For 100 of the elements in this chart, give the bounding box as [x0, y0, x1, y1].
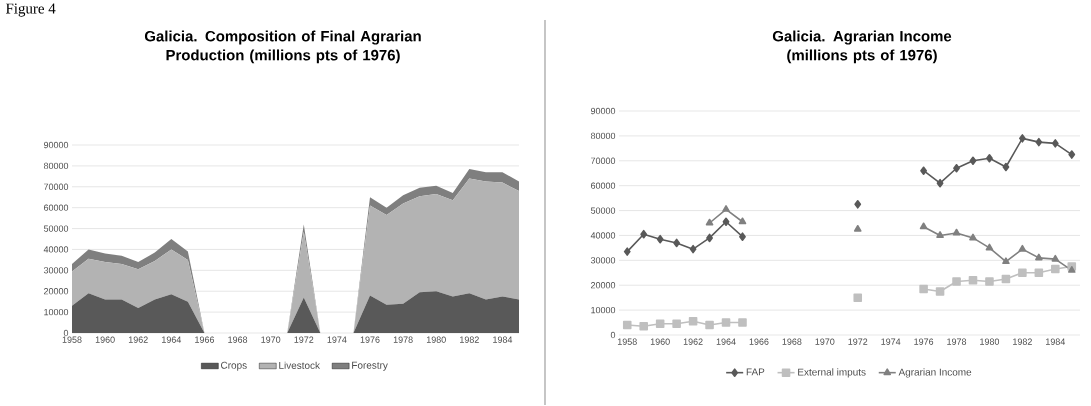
- y-tick-label: 80000: [590, 132, 616, 140]
- y-tick-label: 70000: [591, 157, 616, 165]
- caption: Figure 4: [5, 3, 56, 17]
- point: [688, 317, 698, 326]
- x-tick-label: 1984: [493, 336, 513, 344]
- point: [1068, 150, 1076, 160]
- point: [986, 154, 993, 163]
- x-tick-label: 1968: [782, 338, 802, 346]
- point: [1001, 274, 1011, 284]
- x-tick-label: 1964: [716, 338, 736, 346]
- y-tick-label: 50000: [43, 225, 69, 232]
- x-tick-label: 1978: [393, 336, 413, 344]
- x-tick-label: 1964: [162, 336, 182, 344]
- y-tick-label: 60000: [44, 204, 69, 212]
- point: [1051, 139, 1059, 148]
- point: [656, 235, 664, 244]
- point: [1018, 245, 1027, 252]
- y-tick-label: 40000: [43, 246, 69, 253]
- point: [952, 228, 961, 236]
- x-tick-label: 1960: [650, 338, 670, 346]
- x-tick-label: 1966: [195, 336, 215, 344]
- x-tick-label: 1984: [1046, 338, 1066, 346]
- point: [739, 232, 746, 242]
- point: [1034, 268, 1044, 278]
- legend-label: Forestry: [352, 362, 388, 371]
- point: [919, 284, 928, 294]
- y-tick-label: 30000: [43, 267, 69, 274]
- y-tick-label: 50000: [590, 207, 616, 214]
- x-tick-label: 1966: [749, 338, 769, 346]
- point: [853, 225, 862, 233]
- x-tick-label: 1974: [881, 338, 901, 346]
- point: [706, 233, 713, 243]
- y-tick-label: 0: [610, 332, 616, 339]
- y-tick-label: 40000: [590, 232, 616, 239]
- point: [705, 218, 714, 226]
- y-tick-label: 80000: [43, 162, 69, 170]
- point: [1018, 134, 1026, 143]
- y-tick-label: 20000: [44, 288, 69, 295]
- y-tick-label: 10000: [44, 309, 69, 316]
- y-tick-label: 70000: [44, 183, 69, 191]
- x-tick-label: 1974: [327, 336, 347, 344]
- y-tick-label: 10000: [591, 307, 616, 314]
- x-tick-label: 1962: [683, 338, 703, 346]
- point: [935, 287, 945, 296]
- point: [854, 200, 862, 209]
- point: [985, 277, 994, 287]
- x-tick-label: 1968: [228, 336, 248, 344]
- x-tick-label: 1978: [947, 338, 967, 346]
- point: [689, 245, 697, 254]
- point: [722, 217, 730, 227]
- x-tick-label: 1972: [848, 338, 868, 346]
- point: [969, 233, 977, 241]
- x-tick-label: 1980: [980, 338, 1000, 346]
- y-tick-label: 0: [63, 330, 69, 337]
- point: [985, 243, 994, 251]
- point: [1051, 265, 1060, 274]
- x-tick-label: 1960: [95, 336, 115, 344]
- point: [1035, 253, 1043, 261]
- legend-label: Agrarian Income: [898, 368, 972, 378]
- legend-label: External imputs: [798, 368, 866, 378]
- point: [936, 179, 944, 188]
- point: [1002, 162, 1010, 172]
- point: [672, 319, 681, 329]
- point: [936, 231, 944, 239]
- y-tick-label: 60000: [591, 182, 616, 190]
- chart-title: Galicia. Composition of Final Agrarian Production (millions pts of 1976): [144, 30, 421, 64]
- point: [969, 156, 977, 166]
- chart-title: Galicia. Agrarian Income (millions pts of 1976): [772, 30, 952, 64]
- x-tick-label: 1982: [460, 336, 479, 344]
- point: [968, 276, 978, 285]
- y-tick-label: 30000: [590, 257, 616, 264]
- y-tick-label: 20000: [591, 282, 616, 289]
- point: [920, 166, 928, 176]
- point: [738, 217, 747, 225]
- x-tick-label: 1970: [815, 338, 835, 346]
- point: [919, 222, 928, 230]
- point: [952, 277, 961, 287]
- point: [953, 164, 960, 173]
- x-tick-label: 1962: [128, 336, 148, 344]
- point: [655, 319, 665, 329]
- point: [1067, 266, 1076, 274]
- point: [640, 230, 648, 239]
- point: [1018, 268, 1027, 278]
- x-tick-label: 1980: [426, 336, 446, 344]
- point: [673, 238, 681, 248]
- point: [853, 293, 863, 303]
- x-tick-label: 1958: [617, 338, 637, 346]
- point: [1035, 138, 1043, 147]
- y-tick-label: 90000: [43, 142, 69, 149]
- point: [722, 205, 730, 213]
- y-tick-label: 90000: [590, 108, 616, 115]
- legend-label: FAP: [746, 368, 765, 376]
- point: [705, 321, 714, 330]
- point: [1002, 257, 1010, 265]
- x-tick-label: 1982: [1013, 338, 1032, 346]
- point: [622, 321, 632, 330]
- point: [623, 247, 631, 257]
- x-tick-label: 1976: [914, 338, 934, 346]
- x-tick-label: 1958: [62, 336, 82, 344]
- point: [738, 318, 747, 328]
